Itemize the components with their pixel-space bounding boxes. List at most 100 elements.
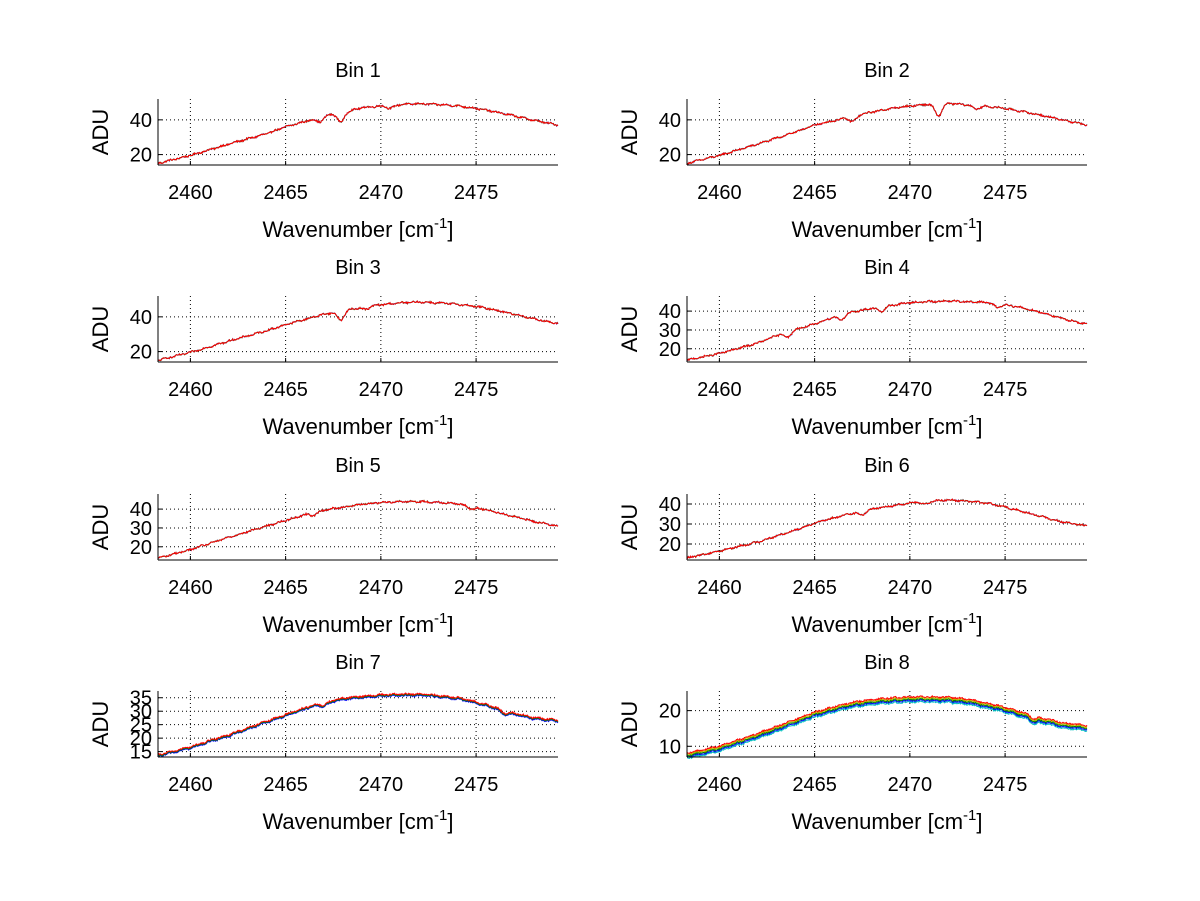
x-axis-label: Wavenumber [cm-1] <box>262 807 453 834</box>
y-tick-label: 40 <box>659 301 681 323</box>
series-line-ch3 <box>157 300 559 361</box>
series-line-ch1 <box>686 700 1088 760</box>
x-tick-label: 2460 <box>168 774 213 796</box>
y-tick-label: 40 <box>659 494 681 516</box>
y-tick-label: 40 <box>659 110 681 132</box>
y-tick-label: 15 <box>130 742 152 764</box>
x-tick-label: 2470 <box>888 774 933 796</box>
series-line-ch4 <box>686 696 1088 756</box>
x-axis-label: Wavenumber [cm-1] <box>262 610 453 637</box>
x-tick-label: 2460 <box>168 182 213 204</box>
x-tick-label: 2470 <box>359 379 404 401</box>
y-tick-label: 20 <box>659 534 681 556</box>
series-line-ch5 <box>686 695 1088 754</box>
series-line-ch3 <box>686 299 1088 362</box>
y-tick-label: 35 <box>130 688 152 710</box>
panel-title: Bin 5 <box>335 455 381 477</box>
series-line-ch1 <box>686 498 1088 559</box>
y-tick-label: 30 <box>130 701 152 723</box>
y-tick-label: 25 <box>130 715 152 737</box>
panel-title: Bin 1 <box>335 60 381 82</box>
series-line-ch3 <box>686 697 1088 757</box>
x-axis-label: Wavenumber [cm-1] <box>791 215 982 242</box>
x-axis-label: Wavenumber [cm-1] <box>791 412 982 439</box>
y-tick-label: 20 <box>130 728 152 750</box>
x-tick-label: 2465 <box>263 182 308 204</box>
x-tick-label: 2465 <box>792 182 837 204</box>
y-tick-label: 30 <box>130 518 152 540</box>
y-tick-label: 40 <box>130 307 152 329</box>
y-tick-label: 20 <box>659 339 681 361</box>
x-tick-label: 2465 <box>263 774 308 796</box>
panel-title: Bin 2 <box>864 60 910 82</box>
series-line-ch3 <box>686 498 1088 560</box>
x-tick-label: 2465 <box>792 379 837 401</box>
y-tick-label: 10 <box>659 736 681 758</box>
y-axis-label: ADU <box>88 701 113 747</box>
series-line-ch3 <box>157 499 559 559</box>
x-tick-label: 2475 <box>983 379 1028 401</box>
x-tick-label: 2475 <box>454 774 499 796</box>
y-tick-label: 40 <box>130 110 152 132</box>
series-line-ch2 <box>686 498 1088 559</box>
x-axis-label: Wavenumber [cm-1] <box>262 215 453 242</box>
series-line-ch3 <box>686 101 1088 165</box>
y-tick-label: 20 <box>659 145 681 167</box>
x-tick-label: 2470 <box>359 577 404 599</box>
x-tick-label: 2475 <box>454 577 499 599</box>
x-tick-label: 2470 <box>359 182 404 204</box>
series-line-ch1 <box>157 693 559 758</box>
x-axis-label: Wavenumber [cm-1] <box>791 807 982 834</box>
x-tick-label: 2460 <box>697 577 742 599</box>
x-tick-label: 2475 <box>454 182 499 204</box>
y-tick-label: 20 <box>130 537 152 559</box>
x-axis-label: Wavenumber [cm-1] <box>791 610 982 637</box>
x-tick-label: 2475 <box>983 182 1028 204</box>
y-tick-label: 20 <box>659 701 681 723</box>
y-axis-label: ADU <box>88 504 113 550</box>
x-axis-label: Wavenumber [cm-1] <box>262 412 453 439</box>
y-tick-label: 30 <box>659 514 681 536</box>
x-tick-label: 2470 <box>359 774 404 796</box>
panel-title: Bin 8 <box>864 652 910 674</box>
x-tick-label: 2460 <box>168 577 213 599</box>
x-tick-label: 2460 <box>697 379 742 401</box>
y-axis-label: ADU <box>617 504 642 550</box>
panel-2: Bin 2 2460 2465 2470 2475 20 40 Wavenumber [cm-… <box>617 60 1088 242</box>
x-tick-label: 2460 <box>168 379 213 401</box>
panel-title: Bin 7 <box>335 652 381 674</box>
y-tick-label: 20 <box>130 145 152 167</box>
panel-title: Bin 6 <box>864 455 910 477</box>
panel-3: Bin 3 2460 2465 2470 2475 20 40 Wavenumber [cm-… <box>88 257 559 439</box>
x-tick-label: 2465 <box>792 774 837 796</box>
panel-8: Bin 8 2460 2465 2470 2475 10 20 Wavenumber [cm-… <box>617 652 1088 834</box>
x-tick-label: 2460 <box>697 182 742 204</box>
y-tick-label: 20 <box>130 342 152 364</box>
y-axis-label: ADU <box>88 109 113 155</box>
y-axis-label: ADU <box>617 109 642 155</box>
panel-1: Bin 1 2460 2465 2470 2475 20 40 Wavenumber [cm-… <box>88 60 559 242</box>
panel-title: Bin 4 <box>864 257 910 279</box>
y-tick-label: 30 <box>659 320 681 342</box>
y-tick-label: 40 <box>130 499 152 521</box>
x-tick-label: 2470 <box>888 379 933 401</box>
series-line-ch2 <box>686 698 1088 758</box>
panel-title: Bin 3 <box>335 257 381 279</box>
y-axis-label: ADU <box>88 306 113 352</box>
x-tick-label: 2465 <box>263 379 308 401</box>
y-axis-label: ADU <box>617 306 642 352</box>
x-tick-label: 2475 <box>983 774 1028 796</box>
x-tick-label: 2460 <box>697 774 742 796</box>
x-tick-label: 2465 <box>263 577 308 599</box>
x-tick-label: 2470 <box>888 577 933 599</box>
series-line-ch3 <box>157 102 559 165</box>
x-tick-label: 2465 <box>792 577 837 599</box>
x-tick-label: 2470 <box>888 182 933 204</box>
x-tick-label: 2475 <box>983 577 1028 599</box>
x-tick-label: 2475 <box>454 379 499 401</box>
